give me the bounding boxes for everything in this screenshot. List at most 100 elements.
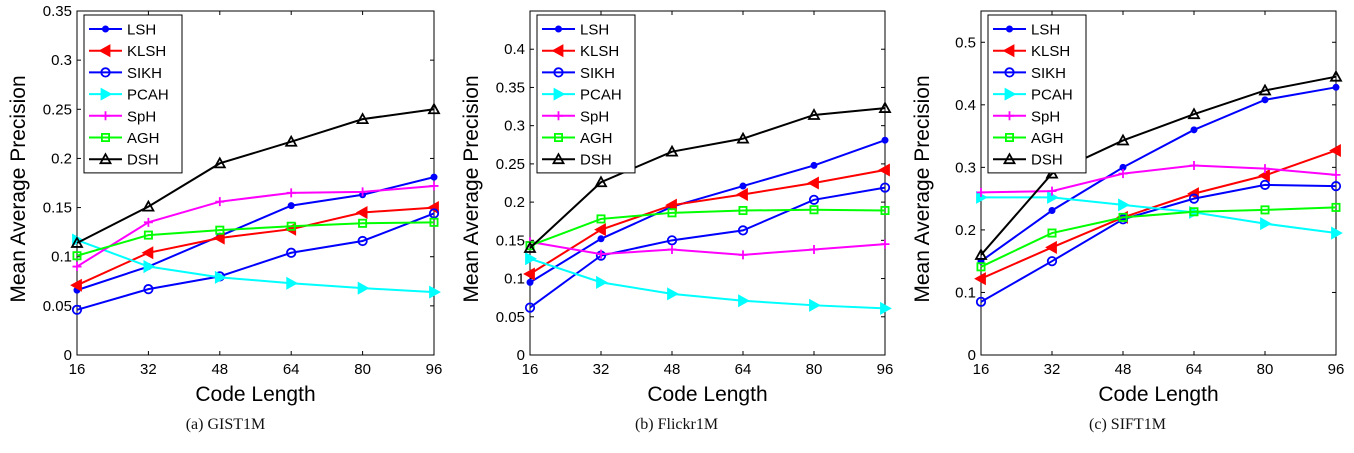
y-axis-title: Mean Average Precision (7, 75, 30, 302)
data-point-sikh (1330, 181, 1342, 192)
data-point-dsh (1329, 69, 1343, 82)
series-klsh (523, 163, 890, 281)
series-line-sikh (76, 212, 435, 311)
data-point-sph (976, 187, 986, 197)
data-point-agh (286, 221, 296, 231)
y-tick-label: 0.25 (43, 101, 72, 118)
series-line-agh (980, 206, 1337, 268)
y-tick-label: 0 (64, 347, 72, 364)
data-point-lsh (1190, 126, 1198, 134)
legend-label-agh: AGH (580, 130, 613, 147)
y-tick-label: 0 (517, 347, 525, 364)
series-sph (525, 237, 890, 260)
data-point-klsh (665, 198, 677, 212)
x-tick-label: 80 (354, 361, 371, 378)
legend-label-pcah: PCAH (580, 87, 622, 104)
data-point-sph (286, 188, 296, 198)
chart-gist1m: 16 32 48 64 80 96 0 0.05 0.1 0.15 0.2 0.25 0.3 0.35 Co… (7, 3, 442, 406)
legend-label-dsh: DSH (580, 152, 612, 169)
legend-marker-dsh (98, 152, 113, 165)
x-tick-label: 64 (283, 361, 300, 378)
legend-label-dsh: DSH (127, 152, 159, 169)
x-tick-label: 80 (1257, 361, 1274, 378)
y-tick-label: 0.35 (496, 79, 525, 96)
series-line-dsh (980, 75, 1337, 256)
data-point-pcah (1118, 198, 1130, 212)
data-point-sikh (143, 284, 154, 295)
data-point-klsh (807, 176, 819, 190)
legend-marker-sikh (100, 67, 111, 78)
data-point-lsh (810, 161, 818, 169)
legend-label-agh: AGH (1031, 130, 1064, 147)
data-point-agh (215, 225, 225, 235)
x-axis-title: Code Length (1098, 383, 1218, 406)
data-point-pcah (738, 294, 750, 308)
data-point-agh (1118, 212, 1128, 222)
data-point-sph (738, 250, 748, 260)
legend-marker-dsh (551, 152, 566, 165)
data-point-pcah (1331, 226, 1343, 240)
data-point-pcah (429, 285, 441, 299)
legend-marker-klsh (98, 44, 111, 58)
data-point-agh (667, 208, 677, 218)
x-tick-label: 16 (522, 361, 539, 378)
legend-label-klsh: KLSH (1031, 43, 1070, 60)
data-point-sikh (879, 182, 891, 193)
y-tick-label: 0.15 (43, 200, 72, 217)
series-line-sph (980, 164, 1337, 194)
y-tick-label: 0.2 (51, 150, 72, 167)
chart-panel-sift1m: 16 32 48 64 80 96 0 0.1 0.2 0.3 0.4 0.5 Code Length M… (902, 0, 1353, 453)
data-point-sph (1331, 170, 1341, 180)
legend-marker-klsh (1002, 44, 1015, 58)
caption-sift1m: (c) SIFT1M (1089, 416, 1166, 433)
data-point-sikh (357, 235, 368, 247)
data-point-klsh (355, 205, 368, 220)
data-point-lsh (287, 202, 295, 210)
series-lsh (526, 136, 889, 286)
legend-marker-sph (101, 111, 110, 121)
x-tick-label: 64 (735, 361, 752, 378)
legend-marker-lsh (1006, 25, 1013, 33)
x-tick-label: 48 (664, 361, 681, 378)
data-point-sikh (975, 296, 987, 307)
y-tick-label: 0.4 (955, 97, 976, 114)
caption-gist1m: (a) GIST1M (185, 416, 266, 433)
series-line-pcah (981, 196, 1337, 235)
legend-marker-klsh (551, 44, 564, 58)
data-point-agh (429, 217, 439, 227)
series-line-lsh (980, 86, 1337, 262)
data-point-agh (1189, 207, 1199, 217)
data-point-klsh (212, 231, 225, 245)
data-point-lsh (1048, 207, 1056, 215)
legend-label-sikh: SIKH (1031, 65, 1066, 82)
series-line-agh (529, 208, 886, 247)
series-line-dsh (529, 107, 886, 249)
legend-marker-sikh (553, 67, 564, 78)
legend-label-sph: SpH (127, 108, 156, 125)
data-point-agh (880, 206, 890, 216)
legend-label-lsh: LSH (1031, 22, 1060, 39)
series-agh (72, 217, 439, 261)
data-point-pcah (525, 252, 537, 266)
legend-marker-lsh (555, 25, 562, 33)
caption-flickr1m: (b) Flickr1M (634, 416, 719, 433)
data-point-pcah (667, 287, 679, 301)
legend-marker-dsh (1002, 152, 1017, 165)
series-line-pcah (529, 257, 886, 310)
legend-label-sph: SpH (1031, 108, 1060, 125)
data-point-sikh (666, 235, 678, 246)
data-point-pcah (214, 270, 227, 284)
data-point-sph (143, 217, 153, 227)
data-point-sph (596, 249, 606, 259)
legend-marker-sph (1005, 111, 1014, 121)
x-axis-title: Code Length (195, 383, 315, 406)
series-sph (72, 181, 439, 272)
legend-label-pcah: PCAH (127, 87, 169, 104)
data-point-sph (1047, 186, 1057, 196)
data-point-dsh (356, 112, 370, 125)
x-tick-label: 16 (69, 361, 86, 378)
x-tick-label: 16 (973, 361, 990, 378)
data-point-sikh (428, 208, 440, 219)
legend-label-lsh: LSH (580, 22, 609, 39)
data-point-pcah (596, 275, 608, 289)
